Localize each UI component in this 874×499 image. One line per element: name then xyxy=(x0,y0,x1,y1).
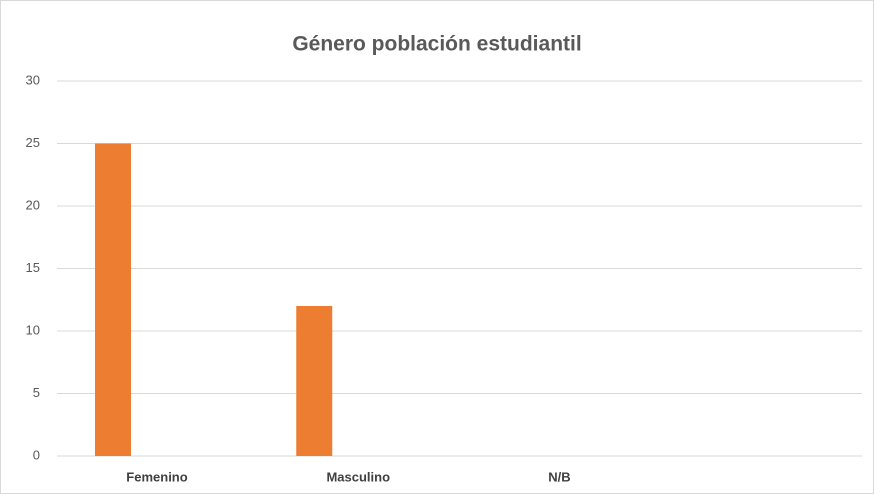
y-tick-label: 30 xyxy=(26,72,40,87)
y-tick-label: 5 xyxy=(33,385,40,400)
chart-title: Género población estudiantil xyxy=(292,33,581,56)
y-tick-label: 15 xyxy=(26,260,40,275)
y-tick-label: 20 xyxy=(26,197,40,212)
y-tick-label: 25 xyxy=(26,135,40,150)
x-tick-label: Masculino xyxy=(326,469,390,484)
y-tick-label: 0 xyxy=(33,447,40,462)
x-tick-label: Femenino xyxy=(126,469,187,484)
bar xyxy=(95,143,131,456)
y-tick-label: 10 xyxy=(26,322,40,337)
x-tick-label: N/B xyxy=(548,469,570,484)
bar xyxy=(296,306,333,456)
